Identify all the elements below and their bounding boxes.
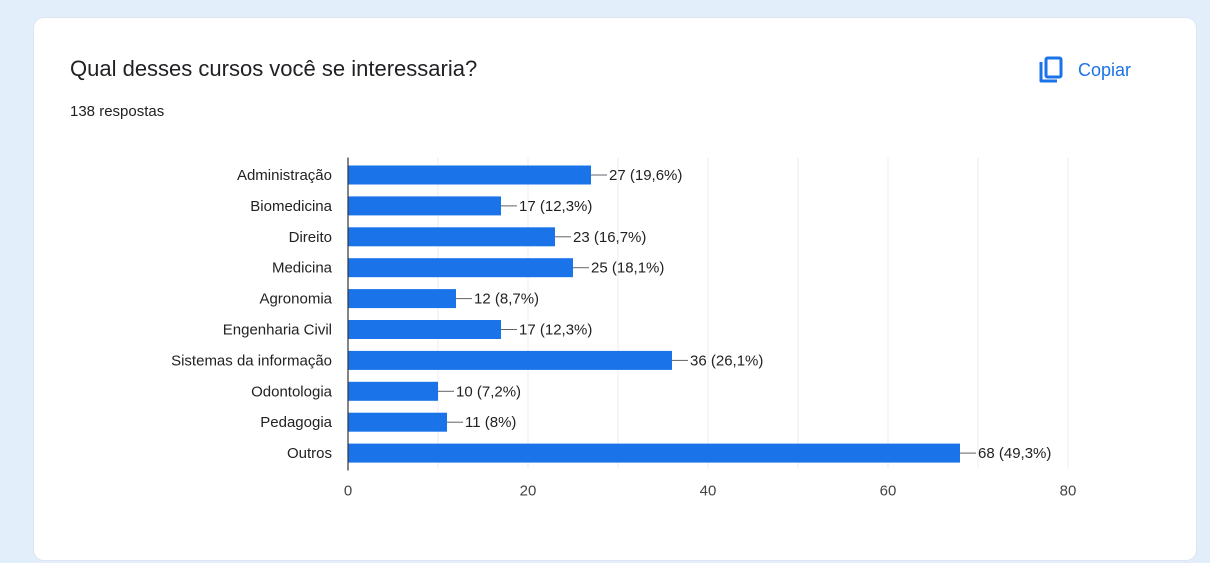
data-label: 17 (12,3%) — [519, 322, 592, 339]
bar — [348, 320, 501, 339]
data-label: 11 (8%) — [465, 414, 516, 431]
copy-button-label: Copiar — [1078, 59, 1132, 80]
category-label: Sistemas da informação — [171, 352, 332, 369]
category-label: Engenharia Civil — [223, 322, 332, 339]
x-tick-label: 60 — [880, 483, 897, 500]
data-label: 17 (12,3%) — [519, 198, 592, 215]
data-label: 12 (8,7%) — [474, 291, 539, 308]
copy-icon — [1039, 56, 1063, 83]
x-tick-label: 20 — [520, 483, 537, 500]
bar — [348, 196, 501, 216]
x-tick-label: 40 — [700, 483, 717, 500]
bar — [348, 258, 573, 278]
data-label: 36 (26,1%) — [690, 352, 763, 369]
data-label: 10 (7,2%) — [456, 383, 521, 400]
question-card: Qual desses cursos você se interessaria?… — [34, 18, 1196, 560]
bar — [348, 412, 447, 432]
data-label: 27 (19,6%) — [609, 167, 682, 184]
x-tick-label: 0 — [344, 483, 352, 500]
bar — [348, 443, 960, 463]
response-count: 138 respostas — [70, 103, 165, 120]
data-label: 25 (18,1%) — [591, 260, 664, 277]
category-label: Outros — [287, 445, 332, 462]
x-tick-label: 80 — [1060, 483, 1077, 500]
category-label: Odontologia — [251, 383, 333, 400]
data-label: 68 (49,3%) — [978, 445, 1051, 462]
category-label: Pedagogia — [260, 414, 332, 431]
category-label: Medicina — [272, 260, 333, 277]
question-title: Qual desses cursos você se interessaria? — [70, 56, 478, 81]
category-label: Agronomia — [259, 291, 332, 308]
bar — [348, 289, 456, 309]
bar-chart: Administração 27 (19,6%) Biomedicina 17 (12… — [171, 157, 1077, 500]
bar — [348, 165, 591, 185]
data-label: 23 (16,7%) — [573, 229, 646, 246]
bar — [348, 350, 672, 370]
category-label: Direito — [289, 229, 332, 246]
bar — [348, 227, 555, 247]
copy-button[interactable]: Copiar — [1038, 52, 1131, 88]
category-label: Biomedicina — [250, 198, 332, 215]
category-label: Administração — [237, 167, 332, 184]
bar — [348, 381, 438, 401]
